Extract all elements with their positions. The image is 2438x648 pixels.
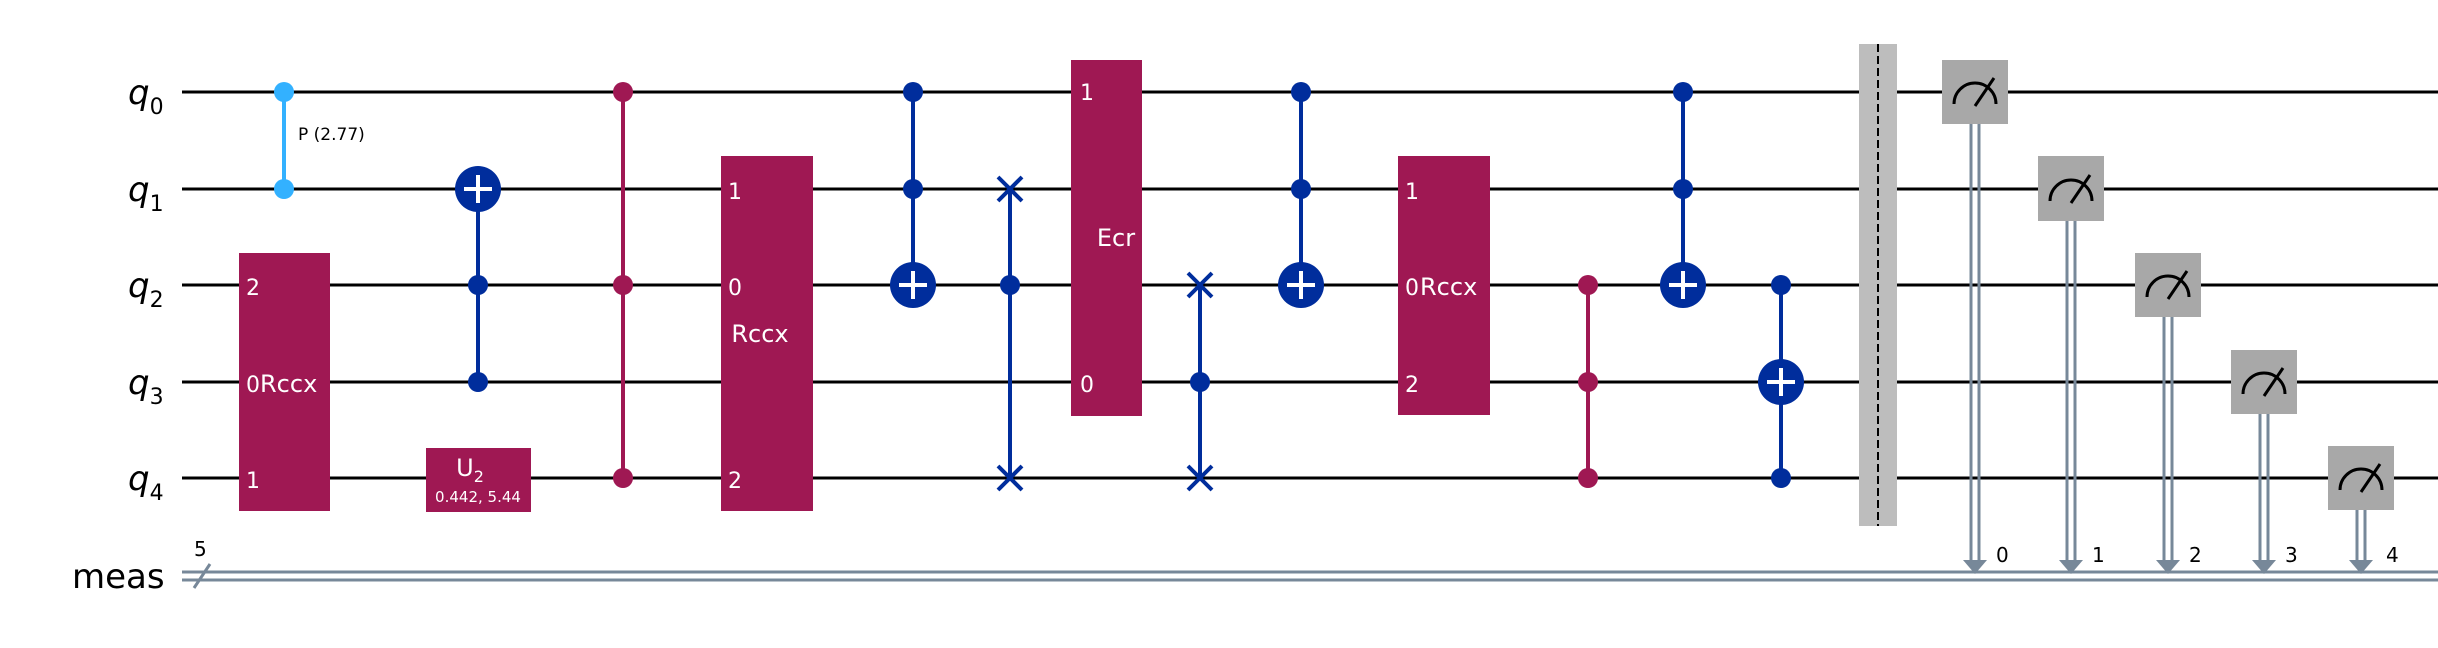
wire-label-q1: q1 [128,170,164,217]
rccx2-port-q2: 0 [728,276,742,301]
rccx1-name: Rccx [260,370,317,398]
measure-box-q4 [2328,446,2394,510]
ccx3-control-q1 [1291,179,1311,199]
ccz1-dot-q2 [613,275,633,295]
u2-name: U2 [456,454,484,486]
cswap1-cross-q1 [996,175,1024,203]
rccx1-port-q4: 1 [246,469,260,494]
measure-q2: 2 [2135,253,2202,574]
cphase-control-q0 [274,82,294,102]
rccx-gate-2: 1 0 2 Rccx [721,156,813,511]
cphase-control-q1 [274,179,294,199]
ecr-port-q0: 1 [1080,81,1094,106]
rccx2-port-q4: 2 [728,469,742,494]
ccz-gate-2 [1578,275,1598,488]
barrier [1859,44,1897,526]
classical-label-meas: meas [72,557,165,597]
ccx-gate-1 [455,166,501,392]
cswap1-cross-q4 [996,464,1024,492]
cswap2-control-q3 [1190,372,1210,392]
rccx3-port-q3: 2 [1405,373,1419,398]
ecr-port-q3: 0 [1080,373,1094,398]
ccx4-control-q0 [1673,82,1693,102]
ccx2-control-q1 [903,179,923,199]
measure-box-q3 [2231,350,2297,414]
ccx1-control-q3 [468,372,488,392]
register-slash [192,563,212,589]
register-width: 5 [194,537,207,561]
measure-bit-3: 3 [2285,543,2298,567]
measurements: 0 1 2 3 [1942,60,2399,574]
cswap1-control-q2 [1000,275,1020,295]
measure-q3: 3 [2231,350,2298,574]
ccx-gate-3 [1278,82,1324,308]
rccx2-name: Rccx [731,320,788,348]
u2-params: 0.442, 5.44 [435,488,521,506]
ecr-box [1071,60,1142,416]
u2-gate: U2 0.442, 5.44 [426,448,531,512]
ccz-gate-1 [613,82,633,488]
cswap-gate-2 [1186,271,1214,492]
ccx-gate-2 [890,82,936,308]
cphase-gate: P (2.77) [274,82,365,199]
measure-bit-2: 2 [2189,543,2202,567]
rccx-box-1 [239,253,330,511]
measure-q4: 4 [2328,446,2399,574]
measure-q1: 1 [2038,156,2105,574]
rccx2-port-q1: 1 [728,180,742,205]
wire-label-q4: q4 [128,459,164,506]
wire-label-q2: q2 [128,266,164,313]
rccx3-port-q1: 1 [1405,180,1419,205]
measure-box-q1 [2038,156,2104,221]
measure-bit-4: 4 [2386,543,2399,567]
ccz2-dot-q3 [1578,372,1598,392]
ccz2-dot-q4 [1578,468,1598,488]
wire-labels: q0 q1 q2 q3 q4 meas [72,73,165,597]
rccx1-port-q3: 0 [246,373,260,398]
wire-label-q0: q0 [128,73,164,120]
measure-box-q0 [1942,60,2008,124]
measure-bit-0: 0 [1996,543,2009,567]
ccx3-control-q0 [1291,82,1311,102]
ecr-gate: 1 0 Ecr [1071,60,1142,416]
ccz2-dot-q2 [1578,275,1598,295]
ccz1-dot-q4 [613,468,633,488]
classical-register: 5 [182,537,2438,589]
wire-label-q3: q3 [128,363,164,410]
u2-box [426,448,531,512]
cphase-param: P (2.77) [298,125,365,145]
rccx-gate-1: 2 0 1 Rccx [239,253,330,511]
measure-bit-1: 1 [2092,543,2105,567]
cswap2-cross-q2 [1186,271,1214,299]
ccx5-control-q4 [1771,468,1791,488]
ccx1-control-q2 [468,275,488,295]
ccx5-control-q2 [1771,275,1791,295]
rccx-box-2 [721,156,813,511]
cswap-gate-1 [996,175,1024,492]
ccx2-control-q0 [903,82,923,102]
cswap2-cross-q4 [1186,464,1214,492]
rccx-gate-3: 1 0 2 Rccx [1398,156,1490,415]
ccx-gate-4 [1660,82,1706,308]
rccx1-port-q2: 2 [246,276,260,301]
rccx3-port-q2: 0 [1405,276,1419,301]
ccx4-control-q1 [1673,179,1693,199]
measure-box-q2 [2135,253,2201,317]
rccx-box-3 [1398,156,1490,415]
measure-q0: 0 [1942,60,2009,574]
rccx3-name: Rccx [1420,273,1477,301]
ccz1-dot-q0 [613,82,633,102]
ccx-gate-5 [1758,275,1804,488]
ecr-name: Ecr [1097,224,1135,252]
